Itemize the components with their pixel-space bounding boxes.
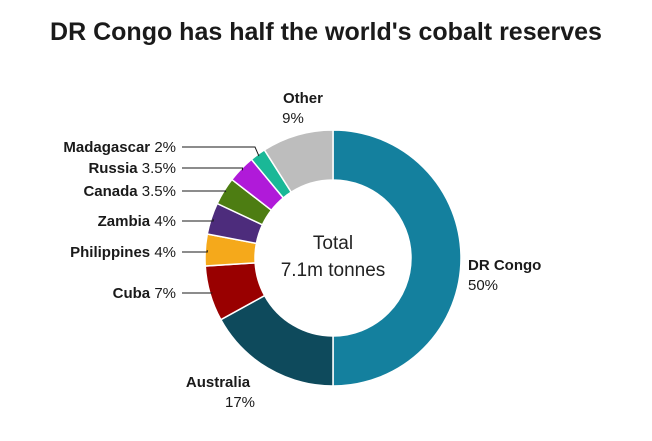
chart-title: DR Congo has half the world's cobalt res… (50, 18, 602, 46)
label-philippines: Philippines 4% (70, 244, 176, 261)
slice-other (263, 129, 334, 194)
leader-line-zambia (182, 219, 214, 222)
center-label-amount: 7.1m tonnes (281, 260, 386, 281)
leader-line-madagascar (182, 146, 260, 157)
label-canada: Canada 3.5% (83, 183, 176, 200)
label-name-other: Other (283, 90, 323, 107)
label-name-australia: Australia (186, 374, 251, 391)
label-name-dr-congo: DR Congo (468, 257, 541, 274)
label-value-australia: 17% (225, 394, 255, 411)
leader-line-group (182, 146, 260, 294)
label-madagascar: Madagascar 2% (63, 139, 176, 156)
label-cuba: Cuba 7% (113, 285, 176, 302)
leader-line-canada (182, 190, 227, 193)
slice-dr-congo (332, 129, 462, 387)
leader-line-russia (182, 167, 244, 171)
center-label-total: Total (313, 233, 353, 254)
label-value-dr-congo: 50% (468, 277, 498, 294)
label-group: DR Congo 50% Australia 17% Cuba 7% Philippine… (63, 90, 541, 411)
label-value-other: 9% (282, 110, 304, 127)
leader-line-philippines (182, 250, 208, 253)
label-russia: Russia 3.5% (88, 160, 176, 177)
slice-group (204, 129, 462, 387)
label-zambia: Zambia 4% (98, 213, 176, 230)
